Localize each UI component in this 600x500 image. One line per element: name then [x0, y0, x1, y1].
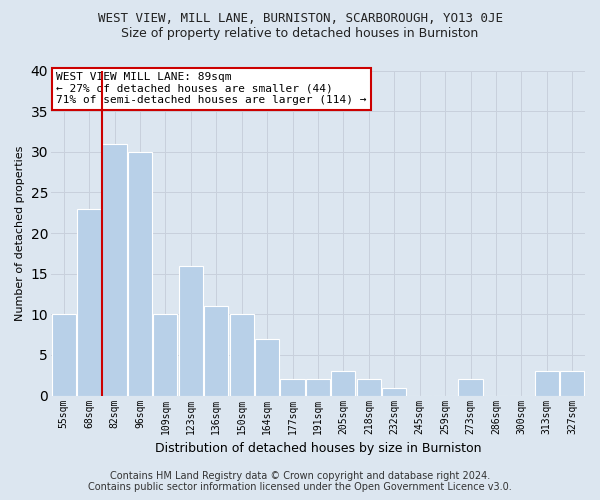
Text: WEST VIEW MILL LANE: 89sqm
← 27% of detached houses are smaller (44)
71% of semi: WEST VIEW MILL LANE: 89sqm ← 27% of deta…	[56, 72, 367, 106]
Bar	[52, 314, 76, 396]
Text: Size of property relative to detached houses in Burniston: Size of property relative to detached ho…	[121, 28, 479, 40]
Bar	[179, 266, 203, 396]
Bar	[128, 152, 152, 396]
Bar	[255, 338, 279, 396]
Bar	[103, 144, 127, 396]
Y-axis label: Number of detached properties: Number of detached properties	[15, 146, 25, 321]
Bar	[280, 380, 305, 396]
Bar	[458, 380, 482, 396]
Bar	[204, 306, 229, 396]
Bar	[230, 314, 254, 396]
Bar	[560, 372, 584, 396]
Text: WEST VIEW, MILL LANE, BURNISTON, SCARBOROUGH, YO13 0JE: WEST VIEW, MILL LANE, BURNISTON, SCARBOR…	[97, 12, 503, 26]
Bar	[535, 372, 559, 396]
Bar	[382, 388, 406, 396]
X-axis label: Distribution of detached houses by size in Burniston: Distribution of detached houses by size …	[155, 442, 481, 455]
Bar	[154, 314, 178, 396]
Text: Contains HM Land Registry data © Crown copyright and database right 2024.
Contai: Contains HM Land Registry data © Crown c…	[88, 471, 512, 492]
Bar	[77, 208, 101, 396]
Bar	[331, 372, 355, 396]
Bar	[357, 380, 381, 396]
Bar	[306, 380, 330, 396]
